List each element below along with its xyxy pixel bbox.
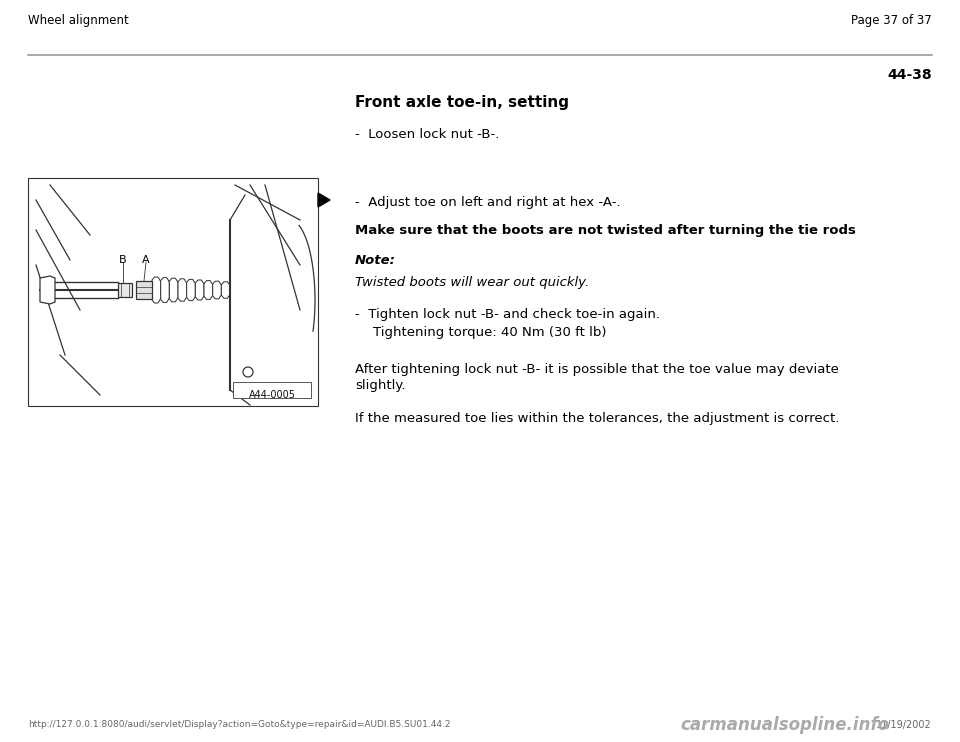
Text: B: B — [119, 255, 127, 265]
Text: Twisted boots will wear out quickly.: Twisted boots will wear out quickly. — [355, 276, 589, 289]
Text: If the measured toe lies within the tolerances, the adjustment is correct.: If the measured toe lies within the tole… — [355, 412, 839, 425]
Text: Tightening torque: 40 Nm (30 ft lb): Tightening torque: 40 Nm (30 ft lb) — [373, 326, 607, 339]
Bar — [28, 178, 318, 406]
Polygon shape — [195, 280, 204, 300]
Polygon shape — [204, 280, 213, 300]
Text: Make sure that the boots are not twisted after turning the tie rods: Make sure that the boots are not twisted… — [355, 224, 856, 237]
Polygon shape — [222, 282, 230, 298]
Polygon shape — [160, 278, 169, 303]
Text: -  Tighten lock nut -B- and check toe-in again.: - Tighten lock nut -B- and check toe-in … — [355, 308, 660, 321]
Polygon shape — [318, 193, 330, 207]
Text: A44-0005: A44-0005 — [249, 390, 296, 400]
Text: After tightening lock nut -B- it is possible that the toe value may deviate: After tightening lock nut -B- it is poss… — [355, 363, 839, 376]
Text: Front axle toe-in, setting: Front axle toe-in, setting — [355, 95, 569, 110]
Text: Note:: Note: — [355, 254, 396, 267]
Polygon shape — [152, 277, 160, 303]
Text: http://127.0.0.1:8080/audi/servlet/Display?action=Goto&type=repair&id=AUDI.B5.SU: http://127.0.0.1:8080/audi/servlet/Displ… — [28, 720, 450, 729]
Text: carmanualsopline.info: carmanualsopline.info — [680, 716, 889, 734]
Polygon shape — [178, 279, 186, 301]
Polygon shape — [40, 276, 55, 304]
Bar — [118, 283, 132, 297]
Bar — [233, 382, 311, 398]
Circle shape — [243, 367, 253, 377]
Text: 44-38: 44-38 — [887, 68, 932, 82]
Bar — [136, 281, 152, 299]
Text: 11/19/2002: 11/19/2002 — [876, 720, 932, 730]
Text: Wheel alignment: Wheel alignment — [28, 14, 129, 27]
Text: Page 37 of 37: Page 37 of 37 — [852, 14, 932, 27]
Text: A: A — [142, 255, 150, 265]
Polygon shape — [213, 281, 222, 299]
Polygon shape — [186, 280, 195, 301]
Text: slightly.: slightly. — [355, 379, 405, 392]
Polygon shape — [169, 278, 178, 302]
Text: -  Adjust toe on left and right at hex -A-.: - Adjust toe on left and right at hex -A… — [355, 196, 620, 209]
Text: -  Loosen lock nut -B-.: - Loosen lock nut -B-. — [355, 128, 499, 141]
